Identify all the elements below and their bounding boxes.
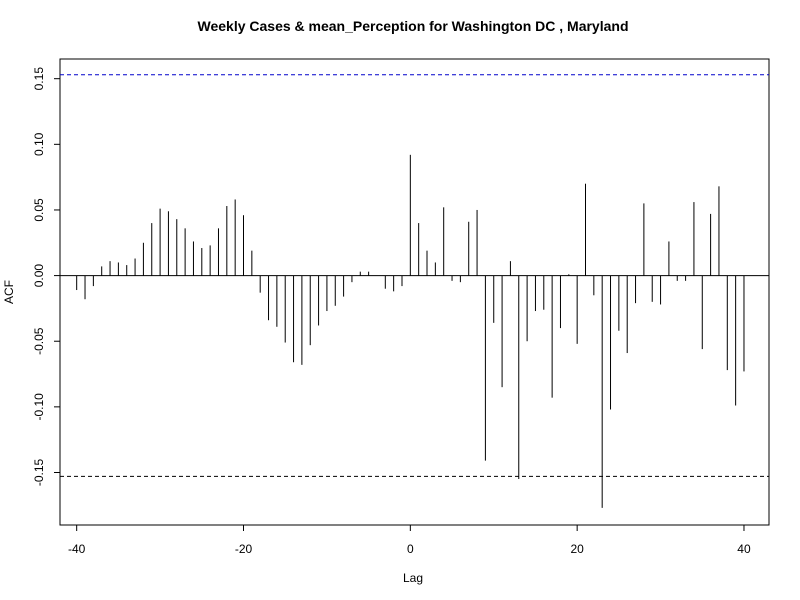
y-tick-label: 0.05	[32, 198, 46, 222]
x-axis-label: Lag	[403, 571, 423, 585]
y-tick-label: 0.15	[32, 67, 46, 91]
x-axis: -40 -20 0 20 40	[68, 525, 751, 556]
y-tick-label: -0.15	[32, 458, 46, 486]
x-tick-label: -40	[68, 542, 86, 556]
y-axis: -0.15 -0.10 -0.05 0.00 0.05 0.10 0.15	[32, 67, 60, 486]
y-tick-label: -0.05	[32, 327, 46, 355]
acf-bars	[76, 154, 745, 508]
y-tick-label: 0.10	[32, 132, 46, 156]
chart-title: Weekly Cases & mean_Perception for Washi…	[198, 18, 629, 34]
y-axis-label: ACF	[2, 280, 16, 304]
x-tick-label: -20	[235, 542, 253, 556]
x-tick-label: 40	[737, 542, 751, 556]
y-tick-label: -0.10	[32, 393, 46, 421]
x-tick-label: 0	[407, 542, 414, 556]
y-tick-label: 0.00	[32, 264, 46, 288]
plot-frame	[59, 58, 770, 526]
x-tick-label: 20	[570, 542, 584, 556]
